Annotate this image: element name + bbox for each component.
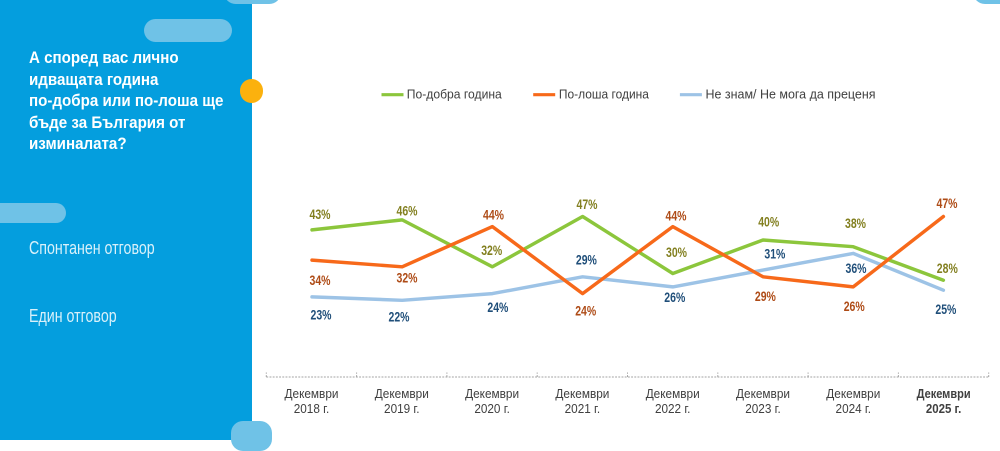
- svg-text:31%: 31%: [764, 246, 785, 261]
- svg-text:47%: 47%: [937, 196, 958, 211]
- svg-text:22%: 22%: [389, 310, 410, 325]
- svg-text:Декември: Декември: [736, 386, 790, 401]
- svg-text:Декември: Декември: [826, 386, 880, 401]
- svg-text:29%: 29%: [576, 252, 597, 267]
- svg-text:43%: 43%: [310, 207, 331, 222]
- svg-text:2022 г.: 2022 г.: [655, 401, 691, 416]
- svg-text:32%: 32%: [397, 270, 418, 285]
- svg-text:40%: 40%: [758, 214, 779, 229]
- svg-text:29%: 29%: [755, 289, 776, 304]
- svg-text:38%: 38%: [845, 216, 866, 231]
- svg-text:28%: 28%: [937, 261, 958, 276]
- svg-text:34%: 34%: [310, 273, 331, 288]
- svg-text:26%: 26%: [844, 299, 865, 314]
- svg-text:2024 г.: 2024 г.: [836, 401, 872, 416]
- svg-text:25%: 25%: [935, 302, 956, 317]
- svg-text:Декември: Декември: [917, 386, 971, 401]
- svg-text:2025 г.: 2025 г.: [926, 401, 962, 416]
- svg-text:По-добра година: По-добра година: [407, 87, 503, 102]
- svg-text:По-лоша година: По-лоша година: [559, 87, 650, 102]
- svg-text:23%: 23%: [311, 308, 332, 323]
- svg-text:2020 г.: 2020 г.: [474, 401, 510, 416]
- svg-text:32%: 32%: [481, 243, 502, 258]
- svg-text:26%: 26%: [664, 290, 685, 305]
- svg-text:24%: 24%: [575, 304, 596, 319]
- svg-text:2021 г.: 2021 г.: [565, 401, 601, 416]
- svg-text:47%: 47%: [577, 197, 598, 212]
- svg-text:36%: 36%: [846, 261, 867, 276]
- svg-text:2019 г.: 2019 г.: [384, 401, 420, 416]
- svg-text:Не знам/ Не мога да преценя: Не знам/ Не мога да преценя: [706, 87, 876, 102]
- svg-text:Декември: Декември: [285, 386, 339, 401]
- svg-text:46%: 46%: [397, 204, 418, 219]
- svg-text:Декември: Декември: [465, 386, 519, 401]
- svg-text:44%: 44%: [666, 209, 687, 224]
- svg-text:Декември: Декември: [555, 386, 609, 401]
- svg-text:2018 г.: 2018 г.: [294, 401, 330, 416]
- svg-text:Декември: Декември: [375, 386, 429, 401]
- svg-text:30%: 30%: [666, 245, 687, 260]
- svg-text:Декември: Декември: [646, 386, 700, 401]
- svg-text:2023 г.: 2023 г.: [745, 401, 781, 416]
- svg-text:24%: 24%: [487, 300, 508, 315]
- svg-text:44%: 44%: [483, 208, 504, 223]
